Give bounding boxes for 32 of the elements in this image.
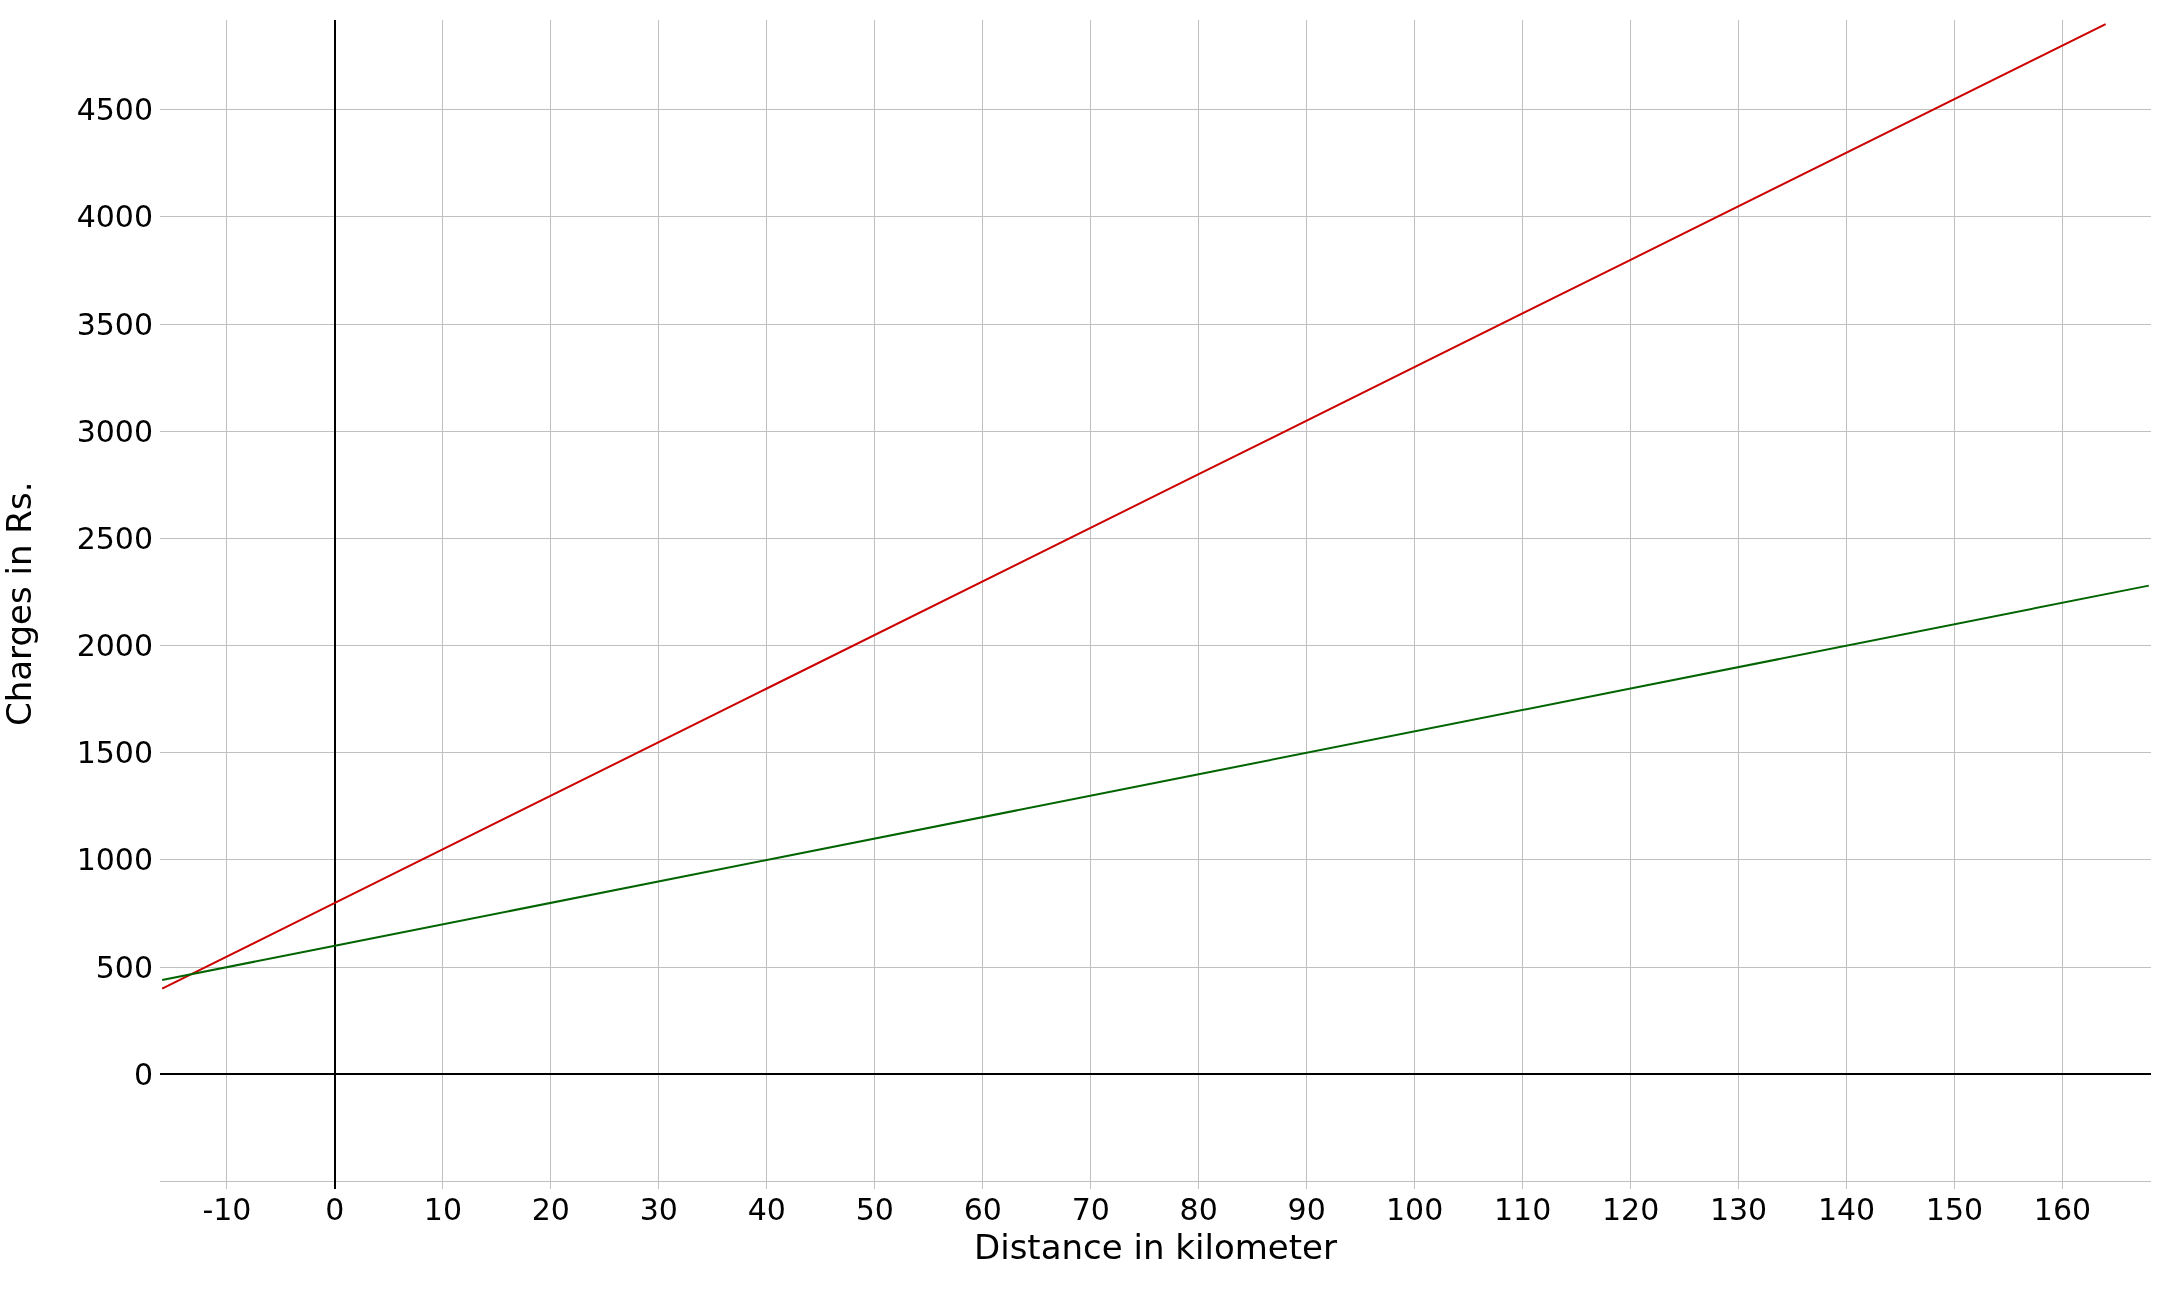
x-tick-label: 160 xyxy=(2033,1192,2092,1227)
x-tick-label: 10 xyxy=(423,1192,462,1227)
x-tick-label: 70 xyxy=(1071,1192,1110,1227)
y-tick-label: 3500 xyxy=(76,306,153,342)
y-tick-label: 1000 xyxy=(76,842,153,878)
x-tick-label: 130 xyxy=(1709,1192,1768,1227)
x-tick-label: 60 xyxy=(963,1192,1002,1227)
line-series xyxy=(161,584,2150,982)
y-tick-label: 2500 xyxy=(76,520,153,556)
y-tick-label: 2000 xyxy=(76,628,153,664)
x-tick-label: 140 xyxy=(1817,1192,1876,1227)
x-tick-label: 110 xyxy=(1493,1192,1552,1227)
x-tick-label: 20 xyxy=(531,1192,570,1227)
y-tick-label: 4000 xyxy=(76,199,153,235)
line-series xyxy=(161,23,2107,990)
x-tick-label: 90 xyxy=(1287,1192,1326,1227)
x-tick-label: 30 xyxy=(639,1192,678,1227)
x-tick-label: 150 xyxy=(1925,1192,1984,1227)
y-tick-label: 3000 xyxy=(76,413,153,449)
x-axis-title: Distance in kilometer xyxy=(974,1227,1337,1267)
x-tick-label: 0 xyxy=(325,1192,345,1227)
y-tick-label: 0 xyxy=(133,1056,153,1092)
x-tick-label: 80 xyxy=(1179,1192,1218,1227)
x-tick-label: 40 xyxy=(747,1192,786,1227)
y-tick-label: 500 xyxy=(95,949,153,985)
x-tick-label: 120 xyxy=(1601,1192,1660,1227)
y-tick-label: 4500 xyxy=(76,92,153,128)
x-tick-label: 100 xyxy=(1386,1192,1444,1227)
x-tick-label: 50 xyxy=(855,1192,894,1227)
y-tick-label: 1500 xyxy=(76,735,153,771)
y-axis-title: Charges in Rs. xyxy=(0,481,40,727)
x-tick-label: -10 xyxy=(202,1192,252,1227)
